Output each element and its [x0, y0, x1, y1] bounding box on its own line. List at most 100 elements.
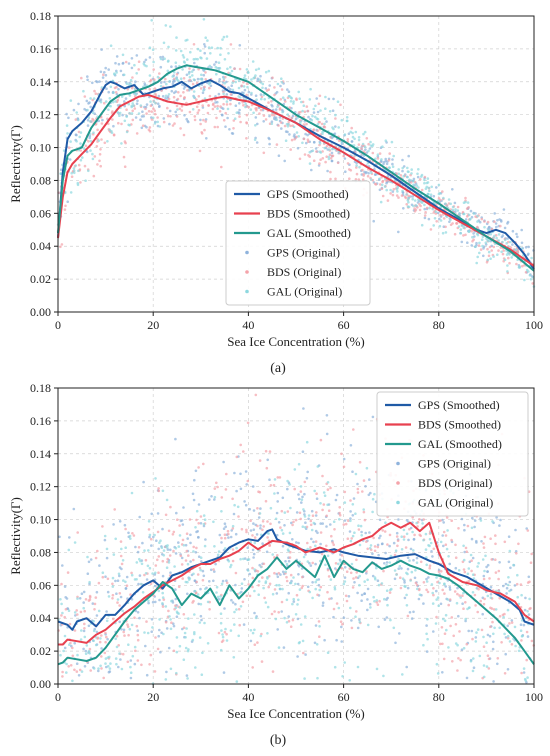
y-tick-label: 0.10 — [30, 513, 51, 527]
scatter-point — [172, 649, 176, 653]
scatter-point — [259, 81, 263, 84]
scatter-point — [219, 595, 222, 598]
scatter-point — [363, 580, 367, 583]
scatter-point — [228, 128, 231, 131]
scatter-point — [364, 148, 367, 151]
scatter-point — [497, 249, 500, 252]
scatter-point — [216, 104, 219, 108]
scatter-point — [461, 602, 464, 605]
scatter-point — [311, 514, 315, 517]
scatter-point — [199, 602, 203, 606]
scatter-point — [466, 572, 470, 576]
scatter-point — [220, 496, 224, 499]
scatter-point — [218, 533, 222, 537]
scatter-point — [169, 627, 173, 631]
scatter-point — [403, 195, 407, 199]
scatter-point — [259, 634, 263, 638]
scatter-point — [287, 591, 291, 595]
scatter-point — [206, 642, 210, 645]
scatter-point — [356, 491, 360, 494]
scatter-point — [462, 201, 466, 204]
scatter-point — [115, 55, 119, 58]
scatter-point — [161, 602, 164, 605]
scatter-point — [297, 90, 301, 94]
scatter-point — [251, 534, 254, 537]
scatter-point — [223, 82, 227, 85]
scatter-point — [294, 518, 298, 522]
scatter-point — [120, 142, 123, 145]
scatter-point — [442, 196, 445, 200]
scatter-point — [86, 108, 89, 112]
y-tick-label: 0.02 — [30, 272, 51, 286]
scatter-point — [399, 174, 403, 177]
scatter-point — [447, 555, 450, 558]
scatter-point — [266, 520, 269, 523]
scatter-point — [230, 598, 233, 602]
scatter-point — [314, 529, 318, 533]
legend-item: GAL (Smoothed) — [385, 437, 502, 451]
scatter-point — [291, 618, 295, 622]
scatter-point — [510, 643, 514, 646]
scatter-point — [199, 515, 203, 518]
scatter-point — [100, 634, 103, 637]
scatter-point — [77, 169, 80, 173]
scatter-point — [451, 205, 455, 209]
scatter-point — [125, 115, 128, 118]
scatter-point — [276, 554, 279, 557]
scatter-point — [222, 77, 226, 80]
scatter-point — [126, 623, 129, 626]
scatter-point — [350, 126, 354, 130]
scatter-point — [76, 118, 80, 122]
scatter-point — [453, 201, 457, 205]
scatter-point — [236, 505, 240, 509]
scatter-point — [302, 137, 306, 141]
scatter-point — [281, 110, 284, 114]
scatter-point — [447, 198, 451, 201]
scatter-point — [193, 632, 196, 636]
scatter-point — [396, 544, 399, 548]
scatter-point — [173, 122, 176, 125]
scatter-point — [365, 151, 369, 154]
scatter-point — [103, 651, 107, 655]
scatter-point — [222, 102, 225, 106]
scatter-point — [329, 170, 332, 174]
scatter-point — [168, 80, 171, 83]
scatter-point — [214, 562, 217, 566]
scatter-point — [319, 502, 322, 505]
scatter-point — [320, 122, 324, 126]
scatter-point — [314, 580, 318, 584]
scatter-point — [208, 94, 212, 98]
scatter-point — [123, 523, 127, 527]
scatter-point — [444, 543, 448, 546]
scatter-point — [204, 587, 207, 591]
scatter-point — [294, 117, 298, 121]
scatter-point — [259, 565, 263, 569]
legend-box — [225, 180, 371, 306]
scatter-point — [123, 119, 127, 123]
scatter-point — [258, 563, 262, 567]
scatter-point — [201, 578, 205, 582]
scatter-point — [179, 127, 182, 130]
scatter-point — [331, 126, 334, 129]
scatter-point — [88, 136, 91, 140]
scatter-point — [338, 506, 342, 509]
legend-label: GAL (Smoothed) — [267, 226, 351, 240]
scatter-point — [405, 665, 409, 669]
scatter-point — [307, 514, 311, 517]
y-axis-label: Reflectivity(Γ) — [8, 125, 23, 203]
scatter-point — [281, 587, 284, 591]
scatter-point — [376, 157, 380, 160]
scatter-point — [470, 569, 473, 573]
scatter-point — [345, 570, 349, 573]
scatter-point — [121, 652, 125, 656]
scatter-point — [354, 615, 357, 618]
scatter-point — [175, 73, 179, 76]
scatter-point — [223, 533, 227, 536]
scatter-point — [249, 639, 253, 643]
scatter-point — [225, 579, 228, 582]
scatter-point — [180, 563, 184, 566]
legend: GPS (Smoothed)BDS (Smoothed)GAL (Smoothe… — [376, 391, 529, 517]
scatter-point — [204, 71, 207, 74]
scatter-point — [196, 77, 200, 81]
scatter-point — [108, 667, 112, 670]
